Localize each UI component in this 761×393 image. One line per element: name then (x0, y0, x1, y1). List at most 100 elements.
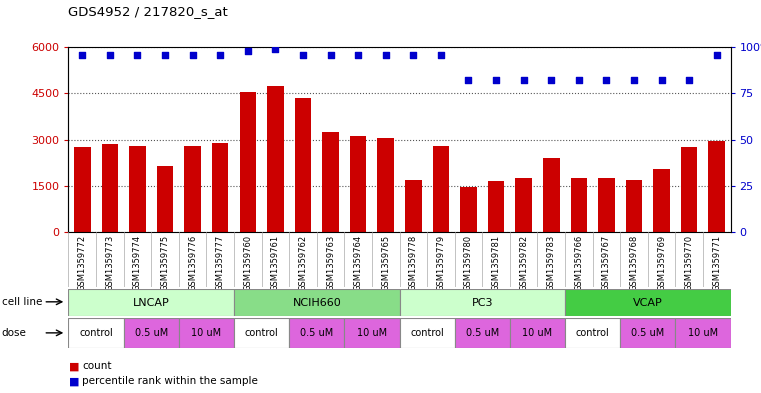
Text: 10 uM: 10 uM (688, 328, 718, 338)
Point (76, 51, 88, 58)
Text: LNCAP: LNCAP (133, 298, 170, 308)
Text: GDS4952 / 217820_s_at: GDS4952 / 217820_s_at (68, 5, 228, 18)
Bar (350, 136, 366, 232)
Bar (74, 147, 91, 232)
Point (269, 46, 282, 52)
Text: GSM1359772: GSM1359772 (78, 235, 87, 291)
Point (352, 51, 365, 58)
Bar (510, 318, 565, 348)
Bar (626, 180, 642, 232)
Bar (571, 178, 587, 232)
Bar (289, 318, 344, 348)
Point (711, 51, 723, 58)
Text: GSM1359763: GSM1359763 (326, 235, 335, 291)
Bar (179, 318, 234, 348)
Point (324, 51, 336, 58)
Bar (400, 318, 455, 348)
Text: GSM1359764: GSM1359764 (354, 235, 363, 291)
Text: 0.5 uM: 0.5 uM (135, 328, 168, 338)
Bar (234, 289, 400, 316)
Bar (405, 180, 422, 232)
Bar (400, 289, 565, 316)
Bar (676, 318, 731, 348)
Text: control: control (245, 328, 279, 338)
Point (628, 77, 640, 84)
Point (186, 51, 199, 58)
Point (132, 51, 144, 58)
Point (297, 51, 309, 58)
Bar (68, 289, 234, 316)
Text: GSM1359766: GSM1359766 (575, 235, 584, 291)
Point (655, 77, 667, 84)
Text: 0.5 uM: 0.5 uM (631, 328, 664, 338)
Bar (598, 178, 615, 232)
Text: control: control (410, 328, 444, 338)
Text: GSM1359775: GSM1359775 (161, 235, 170, 291)
Text: NCIH660: NCIH660 (292, 298, 341, 308)
Text: percentile rank within the sample: percentile rank within the sample (82, 376, 258, 386)
Bar (101, 144, 118, 232)
Text: 0.5 uM: 0.5 uM (300, 328, 333, 338)
Text: GSM1359768: GSM1359768 (629, 235, 638, 291)
Point (435, 51, 447, 58)
Text: count: count (82, 361, 112, 371)
Point (517, 77, 530, 84)
Bar (460, 187, 476, 232)
Text: GSM1359761: GSM1359761 (271, 235, 280, 291)
Text: dose: dose (2, 328, 27, 338)
Text: PC3: PC3 (472, 298, 493, 308)
Point (214, 51, 226, 58)
Text: GSM1359773: GSM1359773 (105, 235, 114, 291)
Point (407, 51, 419, 58)
Text: GSM1359776: GSM1359776 (188, 235, 197, 291)
Text: control: control (576, 328, 610, 338)
Text: GSM1359769: GSM1359769 (657, 235, 666, 291)
Bar (488, 181, 505, 232)
Text: ■: ■ (68, 361, 79, 371)
Point (159, 51, 171, 58)
Text: GSM1359782: GSM1359782 (519, 235, 528, 291)
Text: GSM1359774: GSM1359774 (133, 235, 142, 291)
Bar (515, 178, 532, 232)
Bar (432, 146, 449, 232)
Bar (543, 158, 559, 232)
Bar (681, 147, 697, 232)
Bar (234, 318, 289, 348)
Bar (68, 318, 123, 348)
Text: GSM1359765: GSM1359765 (381, 235, 390, 291)
Text: GSM1359762: GSM1359762 (298, 235, 307, 291)
Text: GSM1359783: GSM1359783 (546, 235, 556, 291)
Point (573, 77, 585, 84)
Text: control: control (79, 328, 113, 338)
Point (103, 51, 116, 58)
Text: VCAP: VCAP (633, 298, 663, 308)
Text: GSM1359771: GSM1359771 (712, 235, 721, 291)
Bar (653, 169, 670, 232)
Bar (123, 318, 179, 348)
Text: GSM1359778: GSM1359778 (409, 235, 418, 291)
Bar (129, 146, 145, 232)
Bar (344, 318, 400, 348)
Text: GSM1359780: GSM1359780 (464, 235, 473, 291)
Point (463, 77, 475, 84)
Point (380, 51, 392, 58)
Bar (565, 289, 731, 316)
Text: ■: ■ (68, 376, 79, 386)
Point (545, 77, 557, 84)
Text: GSM1359760: GSM1359760 (244, 235, 253, 291)
Text: GSM1359779: GSM1359779 (436, 235, 445, 291)
Bar (322, 132, 339, 232)
Bar (620, 318, 676, 348)
Bar (157, 166, 174, 232)
Bar (565, 318, 620, 348)
Point (600, 77, 613, 84)
Text: 10 uM: 10 uM (191, 328, 221, 338)
Text: GSM1359777: GSM1359777 (215, 235, 224, 291)
Bar (708, 141, 725, 232)
Point (683, 77, 696, 84)
Text: 10 uM: 10 uM (522, 328, 552, 338)
Bar (377, 138, 394, 232)
Text: 10 uM: 10 uM (357, 328, 387, 338)
Bar (267, 86, 284, 232)
Bar (184, 146, 201, 232)
